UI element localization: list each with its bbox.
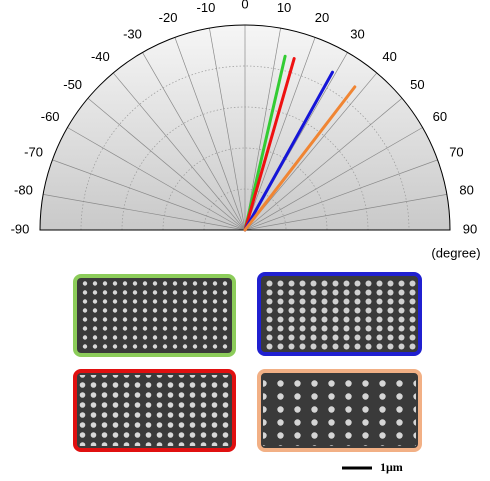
theta-tick-label: -90 [11,221,30,236]
theta-tick-label: -70 [24,144,43,159]
theta-tick-label: 40 [382,49,396,64]
theta-tick-label: -40 [91,49,110,64]
theta-tick-label: 60 [433,109,447,124]
theta-tick-label: -20 [159,10,178,25]
polar-plot: -90 -80 -70 -60 -50 -40 -30 -20 -10 0 10 20 30 40 50 60… [11,0,478,236]
theta-tick-label: -10 [197,0,216,15]
sem-dots [79,375,230,446]
theta-tick-label: 0 [241,0,248,11]
figure: -90 -80 -70 -60 -50 -40 -30 -20 -10 0 10 20 30 40 50 60… [0,0,490,481]
theta-tick-label: 90 [463,221,477,236]
theta-tick-label: -80 [14,182,33,197]
scale-bar-label: 1μm [380,460,403,474]
axis-label: (degree) [431,245,480,260]
theta-tick-label: -30 [123,27,142,42]
sem-panels [75,274,420,450]
theta-tick-label: 20 [315,10,329,25]
sem-dots [79,280,230,351]
theta-tick-label: 70 [449,144,463,159]
theta-tick-label: 10 [277,0,291,15]
theta-tick-label: -50 [63,77,82,92]
theta-tick-label: 30 [350,27,364,42]
sem-dots [263,375,416,446]
theta-tick-label: 80 [459,182,473,197]
theta-tick-label: -60 [41,109,60,124]
sem-dots [263,278,416,350]
theta-tick-label: 50 [410,77,424,92]
